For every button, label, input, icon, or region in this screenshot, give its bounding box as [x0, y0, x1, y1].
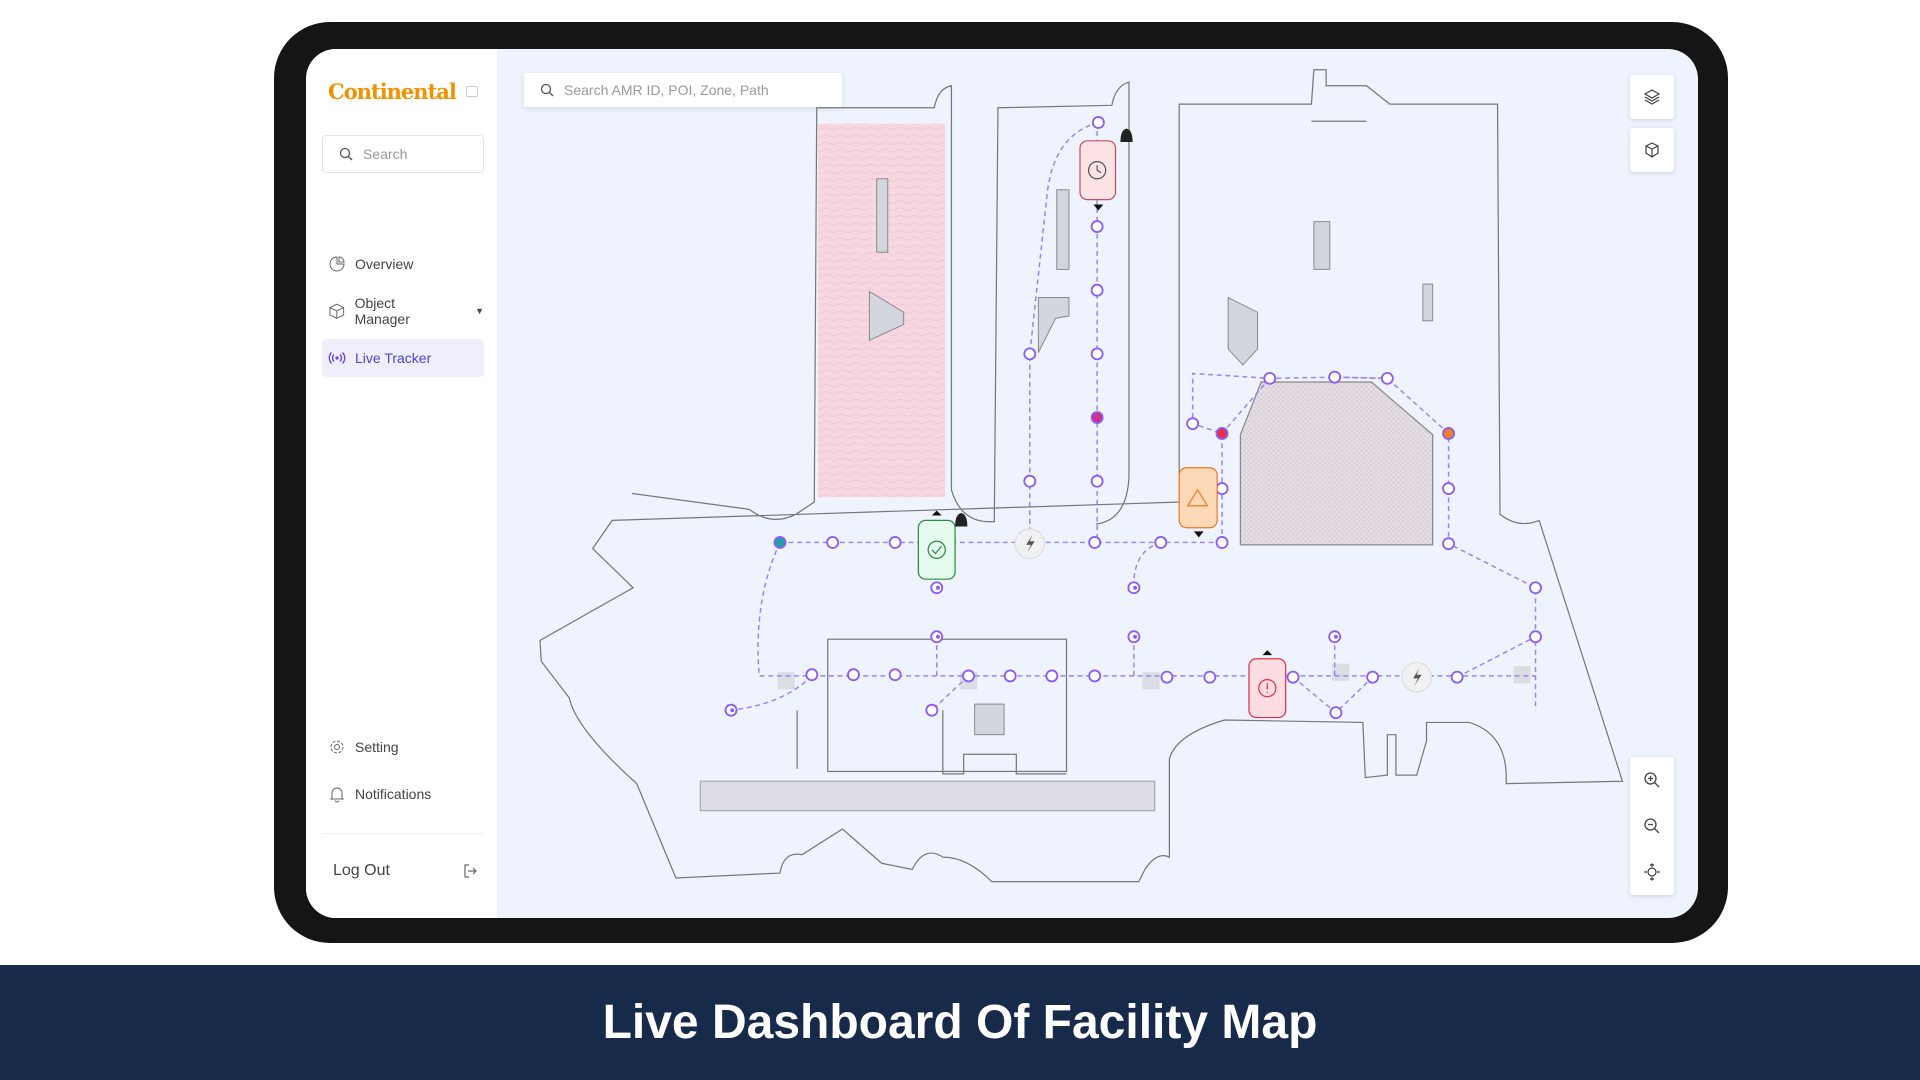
- sidebar-item-label: Overview: [355, 256, 414, 272]
- recenter-icon: [1644, 863, 1660, 881]
- sidebar-divider: [322, 833, 484, 834]
- search-icon: [339, 147, 353, 161]
- sidebar-item-overview[interactable]: Overview: [322, 245, 484, 283]
- sidebar: Continental Search Overview Object Manag…: [306, 49, 497, 918]
- search-placeholder: Search AMR ID, POI, Zone, Path: [564, 82, 769, 98]
- zoom-in-button[interactable]: [1630, 757, 1674, 803]
- search-placeholder: Search: [363, 146, 408, 162]
- caption-banner: Live Dashboard Of Facility Map: [0, 965, 1920, 1080]
- sidebar-item-label: Notifications: [355, 786, 432, 802]
- 3d-cube-icon: [1645, 142, 1659, 158]
- bell-icon: [329, 787, 345, 803]
- app-screen: Continental Search Overview Object Manag…: [306, 49, 1698, 918]
- continental-logo: Continental: [328, 79, 457, 104]
- caption-text: Live Dashboard Of Facility Map: [602, 996, 1318, 1049]
- sidebar-item-label: Setting: [355, 739, 399, 755]
- sidebar-item-setting[interactable]: Setting: [322, 728, 484, 766]
- layers-button[interactable]: [1630, 75, 1674, 119]
- logout-label: Log Out: [333, 862, 390, 879]
- cube-icon: [329, 303, 345, 319]
- map-search-input[interactable]: Search AMR ID, POI, Zone, Path: [524, 73, 842, 107]
- zoom-out-icon: [1644, 818, 1660, 834]
- chevron-down-icon[interactable]: ▼: [475, 306, 484, 316]
- recenter-button[interactable]: [1630, 849, 1674, 895]
- zoom-controls: [1630, 757, 1674, 895]
- sidebar-item-label: Object Manager: [354, 295, 410, 327]
- layers-icon: [1643, 89, 1661, 105]
- gear-icon: [330, 740, 344, 754]
- sidebar-item-notifications[interactable]: Notifications: [322, 775, 484, 813]
- sidebar-item-object-manager[interactable]: Object Manager ▼: [322, 292, 484, 330]
- 3d-view-button[interactable]: [1630, 128, 1674, 172]
- sidebar-item-label: Live Tracker: [355, 350, 432, 366]
- logout-button[interactable]: Log Out: [333, 862, 478, 880]
- broadcast-icon: [328, 352, 346, 364]
- logout-icon: [464, 864, 477, 878]
- collapse-sidebar-button[interactable]: [466, 86, 478, 97]
- sidebar-item-live-tracker[interactable]: Live Tracker: [322, 339, 484, 377]
- sidebar-search-input[interactable]: Search: [322, 135, 484, 173]
- chart-pie-icon: [329, 256, 345, 272]
- zoom-in-icon: [1644, 772, 1660, 788]
- search-icon: [540, 83, 554, 97]
- zoom-out-button[interactable]: [1630, 803, 1674, 849]
